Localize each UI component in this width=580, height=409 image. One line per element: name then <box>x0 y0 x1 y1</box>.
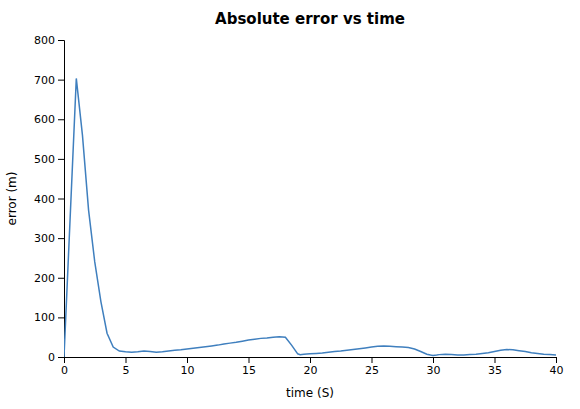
y-tick: 200 <box>34 272 64 285</box>
y-tick-mark <box>58 40 64 41</box>
x-tick-mark <box>556 357 557 363</box>
x-axis-line <box>65 358 557 364</box>
line <box>64 78 556 357</box>
x-tick-mark <box>372 357 373 363</box>
y-tick-label: 700 <box>34 74 55 87</box>
plot-area <box>64 78 556 357</box>
x-tick-label: 5 <box>123 364 130 377</box>
y-tick: 100 <box>34 311 64 324</box>
y-axis-line <box>58 41 65 358</box>
x-tick-mark <box>126 357 127 363</box>
x-tick: 20 <box>304 357 318 377</box>
title: Absolute error vs time <box>215 10 405 28</box>
y-tick-mark <box>58 238 64 239</box>
x-tick: 0 <box>61 357 68 377</box>
y-tick: 600 <box>34 113 64 126</box>
y-tick: 700 <box>34 74 64 87</box>
y-axis-title: error (m) <box>5 172 19 226</box>
y-tick-label: 600 <box>34 113 55 126</box>
y-tick-label: 500 <box>34 153 55 166</box>
x-tick-label: 15 <box>242 364 256 377</box>
y-tick-mark <box>58 357 64 358</box>
y-tick-label: 100 <box>34 311 55 324</box>
y-tick-mark <box>58 278 64 279</box>
y-tick-label: 300 <box>34 232 55 245</box>
y-tick: 300 <box>34 232 64 245</box>
x-tick-label: 20 <box>304 364 318 377</box>
x-tick: 30 <box>427 357 441 377</box>
x-tick: 40 <box>550 357 564 377</box>
y-tick-mark <box>58 199 64 200</box>
x-tick-label: 25 <box>365 364 379 377</box>
y-tick: 500 <box>34 153 64 166</box>
y-tick-label: 800 <box>34 34 55 47</box>
chart: 0510152025303540010020030040050060070080… <box>0 0 580 409</box>
x-tick-mark <box>310 357 311 363</box>
x-tick: 25 <box>365 357 379 377</box>
y-tick-mark <box>58 119 64 120</box>
x-axis: 0 5 10 15 20 25 30 35 40 <box>61 357 564 377</box>
x-tick-label: 30 <box>427 364 441 377</box>
y-tick-mark <box>58 80 64 81</box>
x-axis-title: time (S) <box>286 386 334 400</box>
y-tick-label: 0 <box>48 351 55 364</box>
y-axis: 0 100 200 300 400 500 600 700 800 <box>34 34 65 364</box>
x-tick-mark <box>433 357 434 363</box>
x-tick-label: 35 <box>488 364 502 377</box>
x-tick-label: 10 <box>181 364 195 377</box>
x-tick: 35 <box>488 357 502 377</box>
x-tick-label: 0 <box>61 364 68 377</box>
x-tick: 10 <box>181 357 195 377</box>
x-tick: 15 <box>242 357 256 377</box>
x-tick-mark <box>495 357 496 363</box>
x-tick: 5 <box>123 357 130 377</box>
y-tick-mark <box>58 159 64 160</box>
y-tick-label: 200 <box>34 272 55 285</box>
y-tick: 400 <box>34 193 64 206</box>
y-tick: 800 <box>34 34 64 47</box>
x-tick-mark <box>249 357 250 363</box>
y-tick: 0 <box>48 351 64 364</box>
x-tick-mark <box>187 357 188 363</box>
y-tick-mark <box>58 317 64 318</box>
x-tick-label: 40 <box>550 364 564 377</box>
y-tick-label: 400 <box>34 193 55 206</box>
